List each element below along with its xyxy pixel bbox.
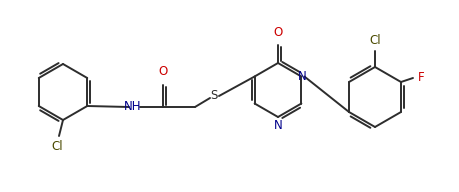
Text: N: N	[273, 119, 282, 132]
Text: S: S	[210, 89, 217, 103]
Text: N: N	[297, 70, 306, 83]
Text: O: O	[158, 65, 167, 78]
Text: NH: NH	[124, 100, 141, 113]
Text: Cl: Cl	[51, 140, 63, 153]
Text: O: O	[273, 26, 282, 39]
Text: F: F	[417, 71, 424, 84]
Text: Cl: Cl	[369, 34, 380, 47]
